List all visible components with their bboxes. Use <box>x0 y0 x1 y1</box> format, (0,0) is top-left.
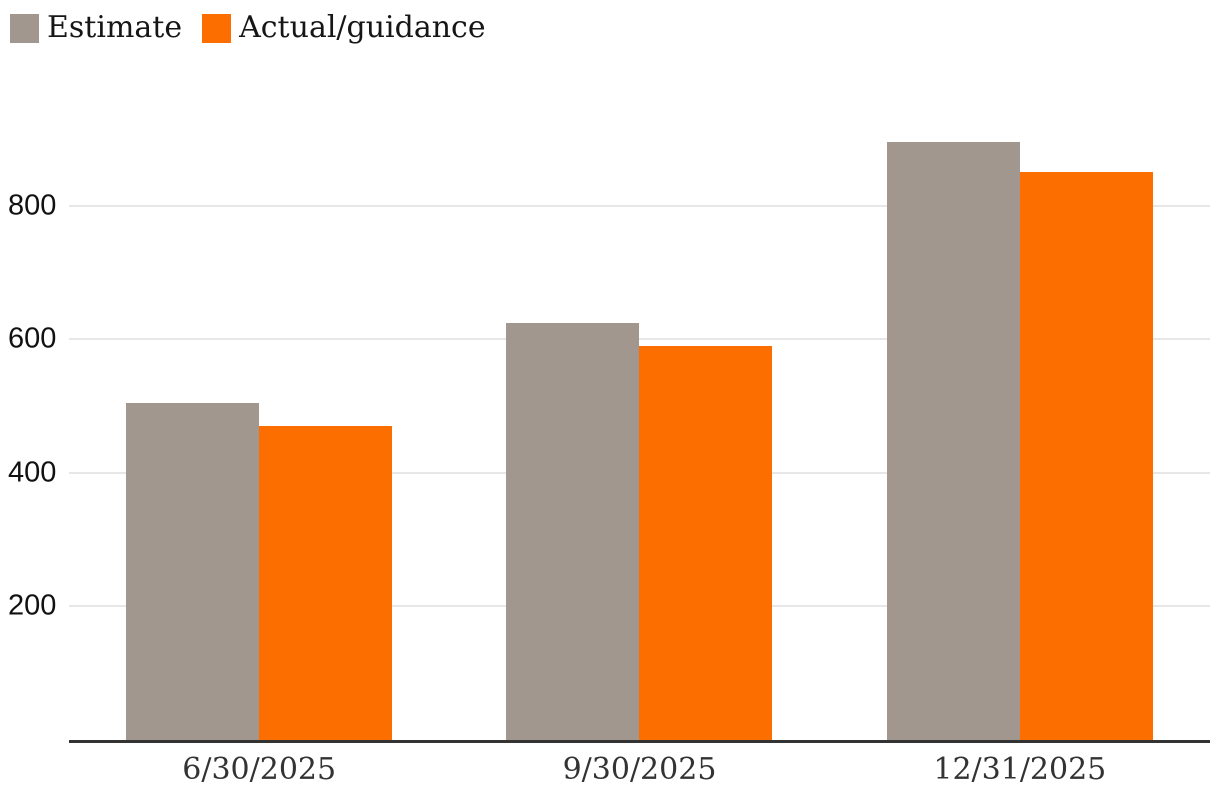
y-axis: 200 400 600 800 <box>8 99 66 740</box>
actual-guidance-swatch-icon <box>202 13 232 43</box>
bar-estimate-12-31-2025 <box>886 142 1020 740</box>
y-tick-label-400: 400 <box>8 456 57 489</box>
gridline-800 <box>69 204 1210 207</box>
legend-item-actual-guidance: Actual/guidance <box>202 13 486 43</box>
y-tick-label-200: 200 <box>8 589 57 622</box>
bar-actual-guidance-6-30-2025 <box>259 426 393 740</box>
bar-actual-guidance-12-31-2025 <box>1019 172 1153 740</box>
bar-group-6-30-2025 <box>69 99 449 740</box>
bar-estimate-6-30-2025 <box>126 402 260 740</box>
bar-group-12-31-2025 <box>830 99 1210 740</box>
estimate-swatch-icon <box>10 13 39 43</box>
y-tick-label-600: 600 <box>8 322 57 355</box>
bar-actual-guidance-9-30-2025 <box>639 346 773 740</box>
gridline-600 <box>69 338 1210 341</box>
x-axis-label-6-30-2025: 6/30/2025 <box>182 752 337 787</box>
x-axis-label-9-30-2025: 9/30/2025 <box>562 752 717 787</box>
legend-label-actual-guidance: Actual/guidance <box>239 10 486 45</box>
legend-item-estimate: Estimate <box>10 13 182 43</box>
legend-label-estimate: Estimate <box>47 10 183 45</box>
x-axis-label-12-31-2025: 12/31/2025 <box>933 752 1107 787</box>
x-axis: 6/30/2025 9/30/2025 12/31/2025 <box>69 751 1210 789</box>
plot-area <box>69 99 1210 743</box>
y-tick-label-800: 800 <box>8 189 57 222</box>
bar-groups <box>69 99 1210 740</box>
bar-estimate-9-30-2025 <box>506 322 640 740</box>
bar-group-9-30-2025 <box>449 99 829 740</box>
legend: Estimate Actual/guidance <box>10 13 486 43</box>
